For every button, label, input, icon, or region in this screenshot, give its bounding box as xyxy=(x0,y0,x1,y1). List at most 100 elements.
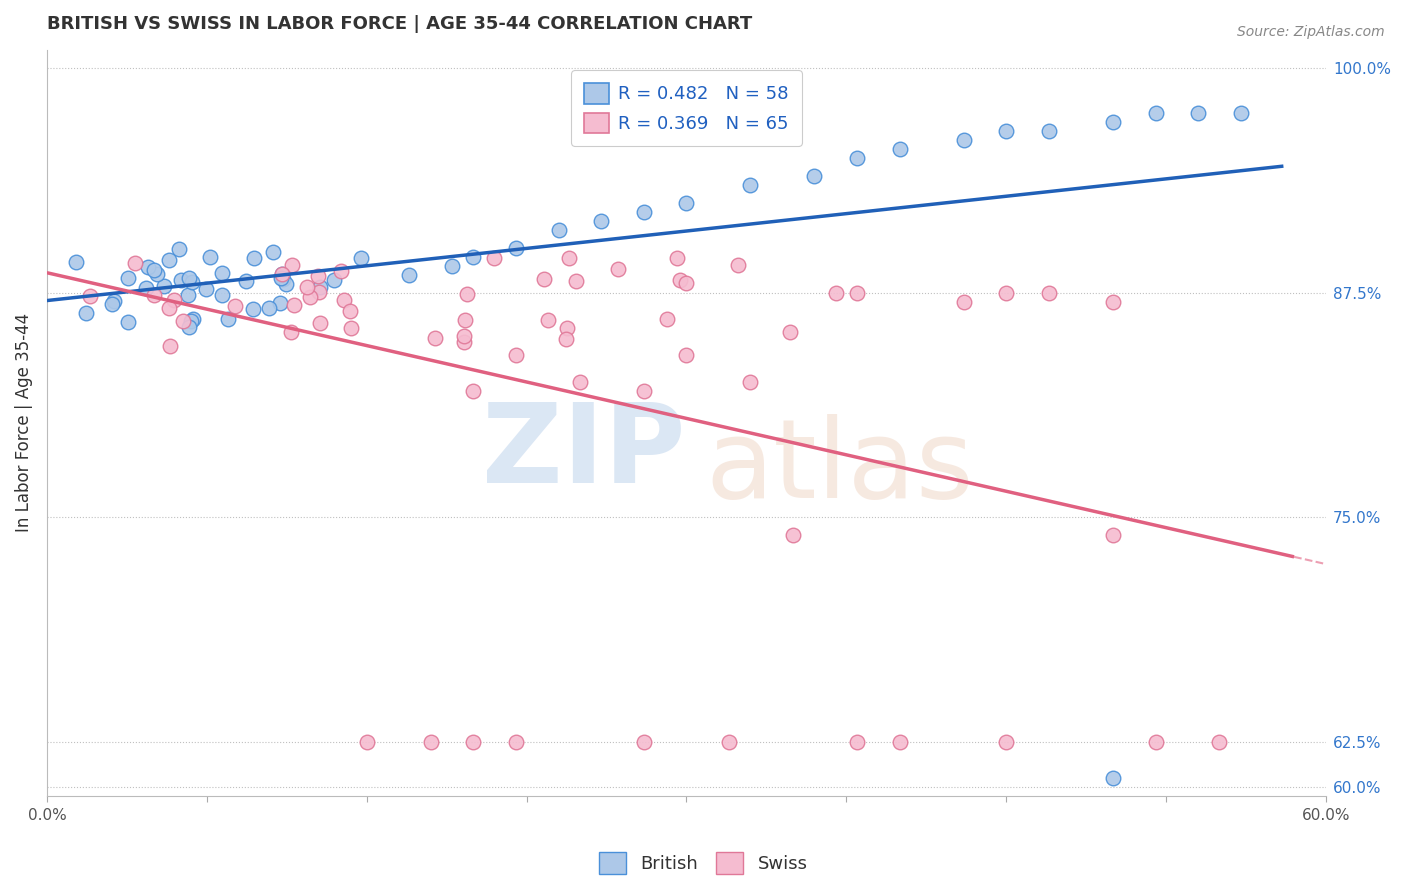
Point xyxy=(217,312,239,326)
Point xyxy=(350,252,373,266)
Point xyxy=(198,250,221,264)
Point xyxy=(453,335,475,350)
Text: ZIP: ZIP xyxy=(482,400,686,507)
Point xyxy=(505,735,527,749)
Point xyxy=(169,273,191,287)
Point xyxy=(889,735,911,749)
Point xyxy=(889,142,911,156)
Point xyxy=(482,251,505,265)
Point xyxy=(307,269,329,284)
Point xyxy=(167,242,190,256)
Legend: R = 0.482   N = 58, R = 0.369   N = 65: R = 0.482 N = 58, R = 0.369 N = 65 xyxy=(571,70,801,146)
Point xyxy=(665,251,688,265)
Point xyxy=(242,251,264,265)
Point xyxy=(1102,114,1125,128)
Point xyxy=(163,293,186,307)
Point xyxy=(152,279,174,293)
Point xyxy=(995,285,1018,300)
Point xyxy=(329,264,352,278)
Point xyxy=(1208,735,1230,749)
Point xyxy=(340,321,363,335)
Point xyxy=(824,285,846,300)
Y-axis label: In Labor Force | Age 35-44: In Labor Force | Age 35-44 xyxy=(15,313,32,533)
Point xyxy=(952,133,974,147)
Point xyxy=(463,384,485,399)
Point xyxy=(558,251,581,265)
Point xyxy=(195,282,218,296)
Point xyxy=(138,260,160,274)
Point xyxy=(177,288,200,302)
Point xyxy=(633,735,655,749)
Point xyxy=(718,735,741,749)
Point xyxy=(308,285,330,300)
Point xyxy=(295,279,318,293)
Point xyxy=(1102,771,1125,785)
Point xyxy=(995,124,1018,138)
Point xyxy=(555,321,578,335)
Point xyxy=(454,313,477,327)
Point xyxy=(224,299,246,313)
Point xyxy=(101,297,124,311)
Point xyxy=(322,273,344,287)
Point xyxy=(271,272,294,286)
Point xyxy=(117,315,139,329)
Point xyxy=(398,268,420,282)
Point xyxy=(211,266,233,280)
Point xyxy=(211,287,233,301)
Point xyxy=(309,316,332,330)
Point xyxy=(555,332,578,346)
Point xyxy=(995,735,1018,749)
Point xyxy=(846,151,869,165)
Point xyxy=(533,272,555,286)
Point xyxy=(356,735,378,749)
Point xyxy=(242,301,264,316)
Point xyxy=(440,259,463,273)
Point xyxy=(782,528,804,542)
Point xyxy=(179,320,201,334)
Text: atlas: atlas xyxy=(706,414,974,521)
Point xyxy=(75,306,97,320)
Point xyxy=(846,285,869,300)
Point xyxy=(740,178,762,192)
Point xyxy=(779,325,801,339)
Point xyxy=(235,274,257,288)
Point xyxy=(456,287,478,301)
Point xyxy=(740,376,762,390)
Point xyxy=(274,277,297,292)
Point xyxy=(633,204,655,219)
Point xyxy=(505,241,527,255)
Point xyxy=(103,293,125,308)
Point xyxy=(1102,294,1125,309)
Point xyxy=(803,169,825,183)
Point xyxy=(846,735,869,749)
Point xyxy=(280,325,302,339)
Point xyxy=(332,293,354,307)
Point xyxy=(281,258,304,272)
Point xyxy=(65,254,87,268)
Point xyxy=(79,289,101,303)
Point xyxy=(547,222,569,236)
Point xyxy=(1038,285,1060,300)
Point xyxy=(568,376,591,390)
Point xyxy=(633,384,655,399)
Point xyxy=(1038,124,1060,138)
Point xyxy=(172,314,194,328)
Point xyxy=(423,331,446,345)
Point xyxy=(157,253,180,268)
Point xyxy=(952,294,974,309)
Point xyxy=(1102,528,1125,542)
Point xyxy=(453,329,475,343)
Point xyxy=(124,256,146,270)
Point xyxy=(180,275,202,289)
Point xyxy=(146,267,169,281)
Point xyxy=(675,195,697,210)
Point xyxy=(269,296,291,310)
Text: BRITISH VS SWISS IN LABOR FORCE | AGE 35-44 CORRELATION CHART: BRITISH VS SWISS IN LABOR FORCE | AGE 35… xyxy=(46,15,752,33)
Point xyxy=(1144,735,1167,749)
Point xyxy=(262,245,284,260)
Point xyxy=(117,271,139,285)
Point xyxy=(143,263,166,277)
Legend: British, Swiss: British, Swiss xyxy=(592,845,814,881)
Point xyxy=(299,290,322,304)
Point xyxy=(159,339,181,353)
